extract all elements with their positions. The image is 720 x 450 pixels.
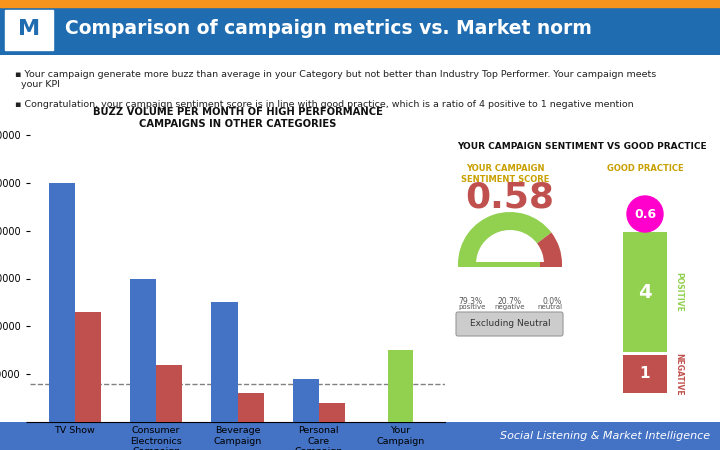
Text: POSITIVE: POSITIVE [675, 272, 683, 312]
Text: positive: positive [458, 304, 485, 310]
Text: ▪ Congratulation, your campaign sentiment score is in line with good practice, w: ▪ Congratulation, your campaign sentimen… [15, 100, 634, 109]
Text: 4: 4 [638, 283, 652, 302]
Text: 0.0%: 0.0% [543, 297, 562, 306]
Bar [130, 279, 156, 422]
Bar [156, 364, 182, 422]
Bar [623, 355, 667, 393]
Bar [212, 302, 238, 422]
Text: GOOD PRACTICE: GOOD PRACTICE [607, 164, 683, 173]
FancyBboxPatch shape [456, 312, 563, 336]
Text: 79.3%: 79.3% [458, 297, 482, 306]
Wedge shape [537, 233, 562, 264]
Text: YOUR CAMPAIGN SENTIMENT VS GOOD PRACTICE: YOUR CAMPAIGN SENTIMENT VS GOOD PRACTICE [457, 142, 707, 151]
Text: Excluding Neutral: Excluding Neutral [469, 320, 550, 328]
Wedge shape [458, 212, 552, 264]
Text: 0.6: 0.6 [634, 207, 656, 220]
Bar [541, 262, 562, 267]
Text: neutral: neutral [537, 304, 562, 310]
Bar [623, 232, 667, 352]
Bar [75, 312, 101, 422]
Text: negative: negative [495, 304, 526, 310]
Bar [319, 403, 345, 422]
Text: NEGATIVE: NEGATIVE [675, 353, 683, 395]
Text: ▪ Your campaign generate more buzz than average in your Category but not better : ▪ Your campaign generate more buzz than … [15, 70, 656, 90]
Bar [293, 379, 319, 422]
Text: Comparison of campaign metrics vs. Market norm: Comparison of campaign metrics vs. Marke… [65, 19, 592, 39]
Circle shape [627, 196, 663, 232]
Text: 20.7%: 20.7% [498, 297, 522, 306]
Text: 0.58: 0.58 [466, 180, 554, 214]
Text: M: M [18, 19, 40, 39]
Text: YOUR CAMPAIGN
SENTIMENT SCORE: YOUR CAMPAIGN SENTIMENT SCORE [461, 164, 549, 184]
Bar [458, 262, 541, 267]
Bar [388, 350, 413, 422]
Text: Social Listening & Market Intelligence: Social Listening & Market Intelligence [500, 431, 710, 441]
Bar [49, 183, 75, 422]
Title: BUZZ VOLUME PER MONTH OF HIGH PERFORMANCE
CAMPAIGNS IN OTHER CATEGORIES: BUZZ VOLUME PER MONTH OF HIGH PERFORMANC… [93, 107, 382, 129]
Text: 1: 1 [640, 366, 650, 382]
Bar [238, 393, 264, 422]
Bar [5, 10, 53, 50]
Bar [0, 0, 720, 7]
